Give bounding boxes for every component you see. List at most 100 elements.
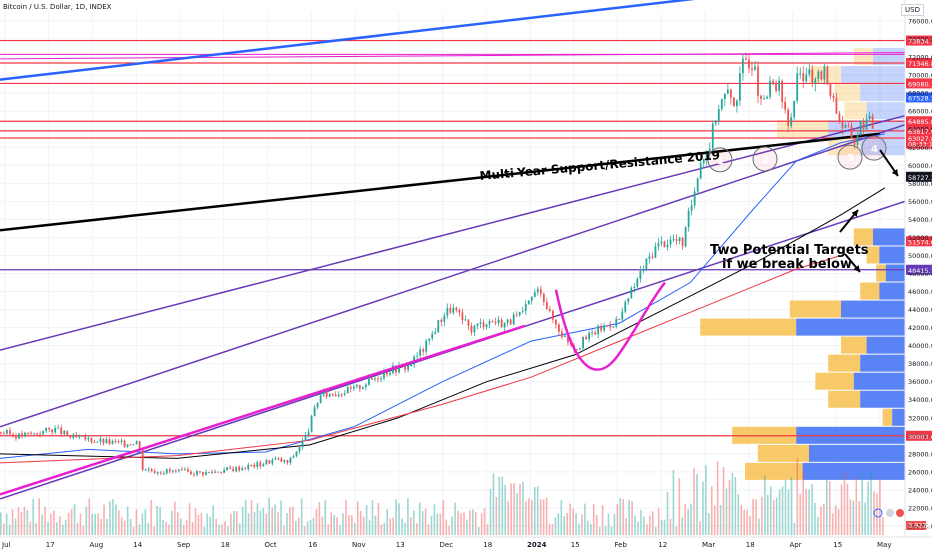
volume-bar — [5, 513, 8, 535]
candle-body — [708, 148, 711, 153]
grid-lines — [0, 12, 905, 535]
volume-bar — [8, 524, 11, 535]
candle-body — [377, 378, 379, 380]
candles — [0, 52, 874, 478]
candle-body — [645, 258, 648, 270]
volume-bar — [303, 525, 306, 535]
volume-bar — [109, 501, 111, 535]
volume-bar — [118, 510, 120, 535]
targets-label-line2: if we break below — [722, 257, 852, 272]
volume-bar — [769, 486, 772, 535]
candle-body — [144, 469, 147, 471]
ma-black-line — [0, 187, 886, 459]
volume-bar — [354, 523, 356, 535]
candle-body — [419, 349, 422, 356]
candle-body — [675, 239, 678, 241]
volume-bar — [681, 517, 684, 535]
volume-bar — [634, 515, 636, 535]
price-tick-label: 76000.00 — [908, 18, 932, 26]
volume-bar — [342, 513, 344, 535]
candle-body — [280, 458, 283, 462]
volume-bar — [781, 486, 784, 535]
candle-body — [334, 394, 337, 397]
candle-body — [12, 434, 14, 436]
volume-bar — [663, 519, 666, 535]
volume-bar — [135, 509, 138, 535]
candle-body — [286, 460, 289, 463]
candle-body — [717, 109, 720, 122]
candle-body — [241, 468, 244, 471]
candle-body — [352, 386, 355, 389]
volume-bar — [737, 494, 740, 535]
candle-body — [30, 432, 32, 434]
candle-body — [790, 117, 793, 126]
volume-bar — [657, 508, 660, 535]
volume-bar — [864, 502, 866, 535]
candle-body — [96, 441, 99, 443]
candle-body — [374, 378, 376, 380]
volume-profile-bar-down — [860, 84, 905, 102]
volume-bar — [348, 514, 350, 535]
candle-body — [162, 473, 165, 475]
volume-bar — [457, 510, 459, 535]
volume-bar — [837, 509, 840, 535]
price-tick-label: 62000.00 — [908, 144, 932, 152]
price-label-text: 48415.13 — [908, 267, 932, 275]
volume-bar — [469, 509, 471, 535]
candle-body — [763, 98, 765, 100]
volume-bar — [386, 509, 389, 535]
price-label-badge — [906, 236, 932, 247]
candle-body — [389, 373, 391, 375]
candle-body — [600, 325, 603, 331]
currency-badge[interactable]: USD — [901, 4, 924, 16]
volume-bar — [362, 516, 365, 535]
price-label-badge — [906, 116, 932, 127]
candle-body — [781, 80, 784, 102]
candle-body — [615, 318, 618, 327]
volume-bar — [26, 510, 29, 535]
volume-bar — [162, 520, 164, 535]
volume-bar — [221, 524, 223, 535]
price-tick-label: 54000.00 — [908, 216, 932, 224]
candle-body — [591, 332, 594, 334]
candle-body — [826, 66, 829, 84]
candle-body — [769, 80, 771, 97]
resistance-band-line — [0, 52, 906, 60]
candle-body — [398, 365, 400, 373]
price-tick-label: 48000.00 — [908, 270, 932, 278]
candle-body — [337, 394, 340, 397]
targets-label-line1: Two Potential Targets — [710, 243, 869, 258]
volume-bar — [867, 481, 869, 535]
candle-body — [361, 387, 364, 389]
volume-bar — [289, 507, 291, 535]
volume-bar — [740, 504, 743, 535]
volume-bar — [858, 501, 861, 535]
candle-body — [533, 292, 536, 297]
volume-profile — [700, 48, 905, 480]
price-label-badge — [906, 132, 932, 143]
candle-body — [313, 407, 316, 417]
candle-body — [316, 402, 319, 408]
candle-body — [168, 469, 171, 472]
price-axis-bg — [905, 0, 932, 550]
candle-body — [340, 394, 343, 396]
candle-body — [564, 335, 566, 338]
price-label-text: 51574.00 — [908, 238, 932, 246]
candle-body — [229, 467, 232, 469]
touch-circle-4 — [861, 135, 887, 161]
volume-profile-bar-down — [860, 390, 905, 408]
ma-blue-line — [0, 133, 886, 459]
candle-body — [72, 434, 75, 438]
volume-bar — [746, 509, 748, 535]
price-tick-label: 50000.00 — [908, 252, 932, 260]
volume-bar — [56, 522, 58, 535]
volume-bar — [147, 523, 150, 535]
volume-bar — [474, 512, 477, 535]
volume-bar — [64, 519, 67, 535]
candle-body — [579, 348, 581, 350]
volume-profile-bar-down — [860, 354, 905, 372]
volume-bar — [510, 483, 512, 535]
volume-bar — [253, 512, 256, 535]
volume-bar — [660, 519, 663, 535]
